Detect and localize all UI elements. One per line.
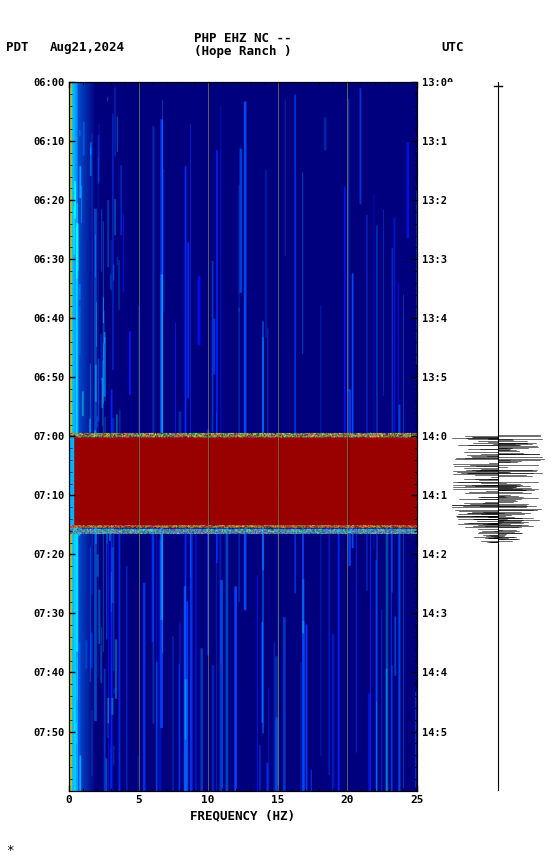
X-axis label: FREQUENCY (HZ): FREQUENCY (HZ) — [190, 810, 295, 823]
Text: *: * — [6, 843, 13, 856]
Text: PHP EHZ NC --: PHP EHZ NC -- — [194, 32, 291, 46]
Text: UTC: UTC — [442, 41, 464, 54]
Text: PDT: PDT — [6, 41, 28, 54]
Text: Aug21,2024: Aug21,2024 — [50, 41, 125, 54]
Text: (Hope Ranch ): (Hope Ranch ) — [194, 45, 291, 59]
